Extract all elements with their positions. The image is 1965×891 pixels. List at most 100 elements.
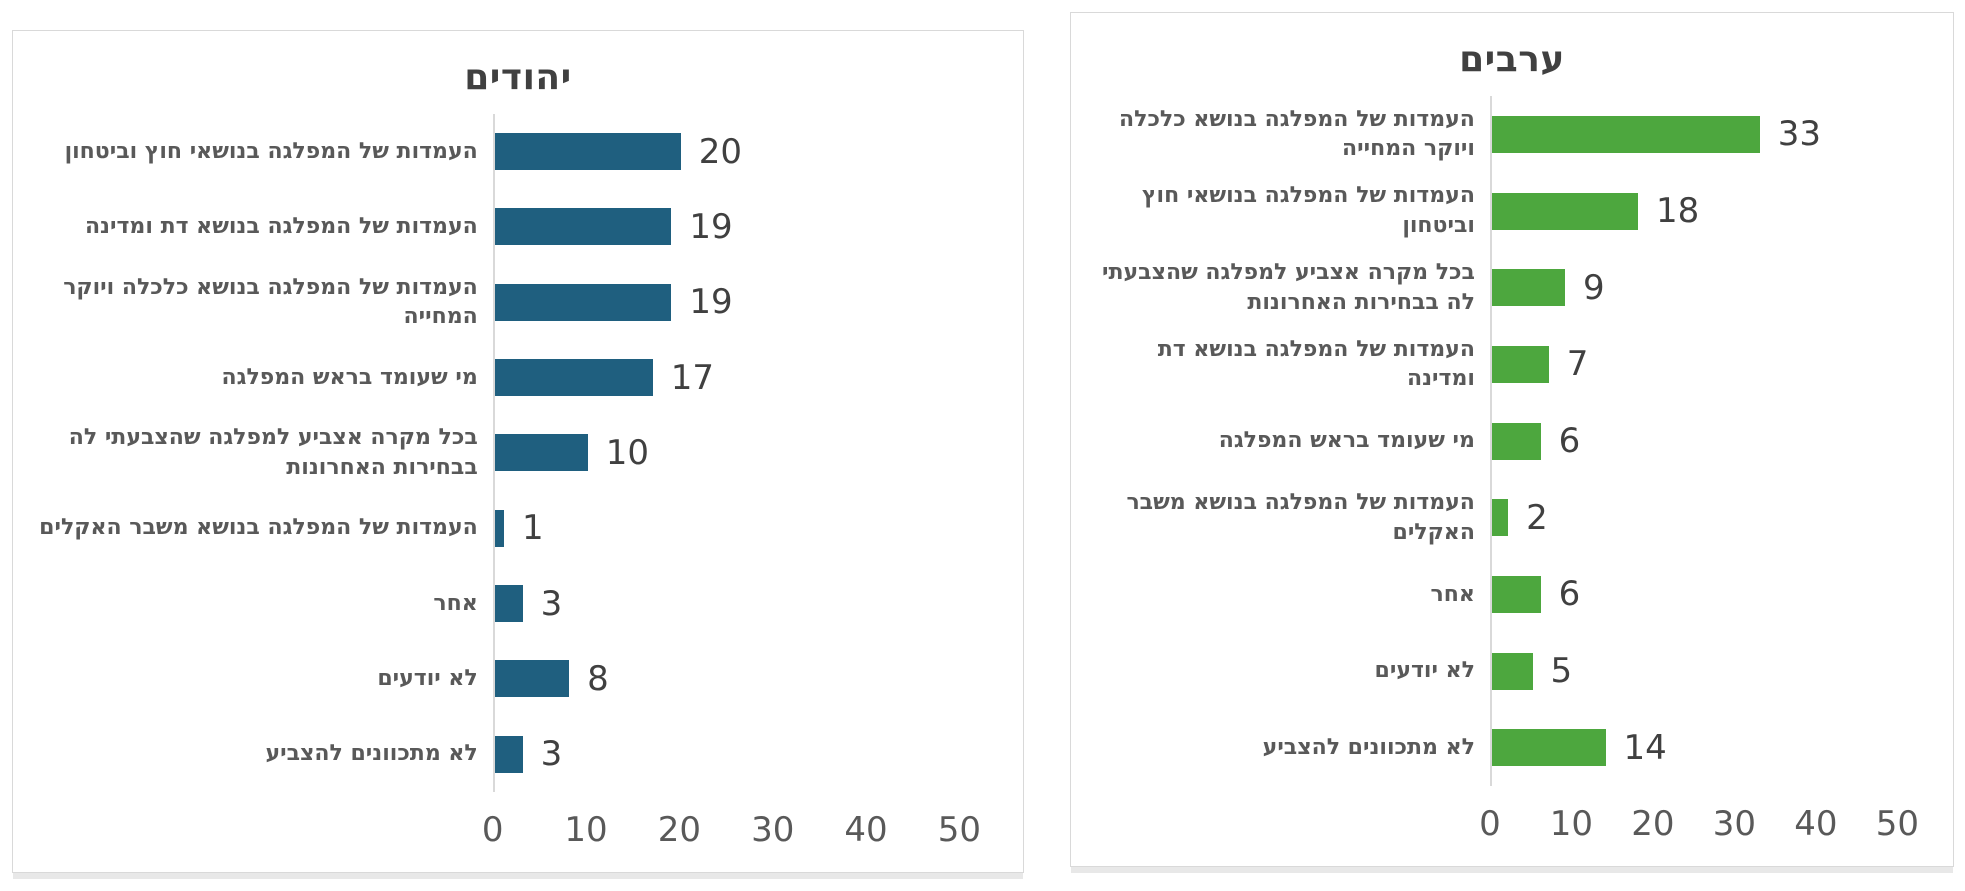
category-label: העמדות של המפלגה בנושא כלכלה ויוקר המחיי…: [1119, 106, 1475, 162]
plot-area: 7: [1489, 326, 1953, 403]
value-label: 8: [587, 658, 609, 699]
bar: [1491, 269, 1565, 307]
chart-title: יהודים: [464, 57, 572, 98]
axis-tick-label: 30: [751, 810, 795, 850]
axis-spacer: [13, 792, 493, 872]
x-axis: 0 10 20 30 40 50: [1071, 786, 1953, 866]
bar-row: העמדות של המפלגה בנושא כלכלה ויוקר המחיי…: [13, 264, 1023, 340]
value-label: 5: [1550, 651, 1573, 692]
bar-row: העמדות של המפלגה בנושאי חוץ וביטחון 20: [13, 114, 1023, 190]
bar: [1491, 422, 1541, 460]
axis-tick-label: 0: [481, 810, 504, 850]
chart-panel-arabs: ערבים העמדות של המפלגה בנושא כלכלה ויוקר…: [1070, 12, 1954, 867]
category-label: העמדות של המפלגה בנושאי חוץ וביטחון: [64, 138, 478, 164]
category-label: העמדות של המפלגה בנושא דת ומדינה: [84, 214, 478, 240]
bar-row: לא יודעים 8: [13, 641, 1023, 717]
bar: [494, 735, 523, 773]
plot-area: 19: [492, 189, 1023, 265]
bar: [1491, 115, 1760, 153]
axis-tick-label: 30: [1712, 804, 1757, 844]
category-label: העמדות של המפלגה בנושא משבר האקלים: [1126, 490, 1475, 545]
category-label: מי שעומד בראש המפלגה: [221, 364, 478, 390]
axis-tick-label: 20: [1631, 804, 1675, 844]
plot-area: 20: [492, 114, 1023, 190]
axis-tick-label: 50: [937, 810, 981, 850]
bar-row: לא מתכוונים להצביע 3: [13, 716, 1023, 792]
bar: [1491, 499, 1509, 537]
category-label: לא מתכוונים להצביע: [1262, 734, 1475, 760]
bar-rows: העמדות של המפלגה בנושאי חוץ וביטחון 20 העמ…: [13, 98, 1023, 792]
category-label: לא מתכוונים להצביע: [265, 741, 478, 767]
plot-area: 18: [1489, 172, 1953, 250]
x-axis: 0 10 20 30 40 50: [13, 792, 1023, 872]
category-label: העמדות של המפלגה בנושא משבר האקלים: [39, 515, 478, 541]
value-label: 10: [605, 432, 649, 473]
bar-row: העמדות של המפלגה בנושא כלכלה ויוקר המחיי…: [1071, 96, 1953, 173]
bar-row: העמדות של המפלגה בנושא דת ומדינה 7: [1071, 326, 1953, 403]
axis-scale: 0 10 20 30 40 50: [1479, 786, 1953, 866]
bar: [494, 509, 505, 547]
bar-rows: העמדות של המפלגה בנושא כלכלה ויוקר המחיי…: [1071, 80, 1953, 787]
plot-area: 19: [492, 264, 1023, 340]
plot-area: 3: [492, 716, 1023, 792]
bar-row: העמדות של המפלגה בנושא משבר האקלים 1: [13, 490, 1023, 566]
category-label: לא יודעים: [377, 666, 478, 692]
value-label: 20: [698, 131, 742, 172]
axis-tick-label: 0: [1479, 804, 1501, 844]
bar: [494, 660, 570, 698]
axis-tick-label: 10: [1549, 804, 1594, 844]
plot-area: 2: [1489, 479, 1953, 557]
axis-scale: 0 10 20 30 40 50: [482, 792, 1023, 872]
category-label: מי שעומד בראש המפלגה: [1218, 428, 1475, 454]
bar: [494, 434, 588, 472]
bar: [494, 359, 653, 397]
bar: [494, 585, 523, 623]
bar-row: מי שעומד בראש המפלגה 6: [1071, 402, 1953, 480]
axis-tick-label: 40: [1794, 804, 1838, 844]
plot-area: 6: [1489, 402, 1953, 480]
plot-area: 6: [1489, 556, 1953, 633]
plot-area: 10: [492, 415, 1023, 491]
value-label: 3: [540, 583, 563, 624]
plot-area: 8: [492, 641, 1023, 717]
category-label: העמדות של המפלגה בנושא דת ומדינה: [1157, 336, 1475, 392]
bar-row: מי שעומד בראש המפלגה 17: [13, 339, 1023, 416]
value-label: 1: [522, 508, 544, 549]
value-label: 19: [689, 282, 733, 323]
value-label: 19: [689, 206, 733, 247]
bar-row: לא מתכוונים להצביע 14: [1071, 709, 1953, 787]
axis-tick-label: 20: [657, 810, 702, 850]
category-label: אחר: [1430, 581, 1475, 607]
plot-area: 9: [1489, 249, 1953, 327]
category-label: העמדות של המפלגה בנושאי חוץ וביטחון: [1142, 183, 1475, 238]
bar: [494, 283, 672, 321]
bar: [1491, 575, 1541, 613]
value-label: 7: [1566, 344, 1589, 385]
axis-spacer: [1071, 786, 1490, 866]
value-label: 6: [1558, 421, 1581, 462]
bar-row: בכל מקרה אצביע למפלגה שהצבעתי לה בבחירות…: [13, 415, 1023, 491]
bar: [1491, 192, 1638, 230]
value-label: 9: [1582, 267, 1605, 308]
value-label: 33: [1777, 114, 1821, 155]
category-label: בכל מקרה אצביע למפלגה שהצבעתי לה בבחירות…: [68, 425, 478, 480]
chart-panel-jews: יהודים העמדות של המפלגה בנושאי חוץ וביטח…: [12, 30, 1024, 873]
bar: [1491, 729, 1606, 767]
chart-title: ערבים: [1459, 39, 1565, 80]
axis-tick-label: 40: [844, 810, 888, 850]
category-label: בכל מקרה אצביע למפלגה שהצבעתי לה בבחירות…: [1102, 259, 1475, 315]
category-label: העמדות של המפלגה בנושא כלכלה ויוקר המחיי…: [63, 274, 478, 330]
plot-area: 3: [492, 565, 1023, 642]
bar-row: העמדות של המפלגה בנושא דת ומדינה 19: [13, 189, 1023, 265]
plot-area: 14: [1489, 709, 1953, 787]
axis-tick-label: 50: [1875, 804, 1920, 844]
bar-row: העמדות של המפלגה בנושאי חוץ וביטחון 18: [1071, 172, 1953, 250]
value-label: 14: [1623, 727, 1667, 768]
plot-area: 1: [492, 490, 1023, 566]
value-label: 3: [540, 734, 563, 775]
bar-row: לא יודעים 5: [1071, 632, 1953, 710]
bar-row: העמדות של המפלגה בנושא משבר האקלים 2: [1071, 479, 1953, 557]
value-label: 17: [670, 357, 715, 398]
value-label: 6: [1558, 574, 1581, 615]
